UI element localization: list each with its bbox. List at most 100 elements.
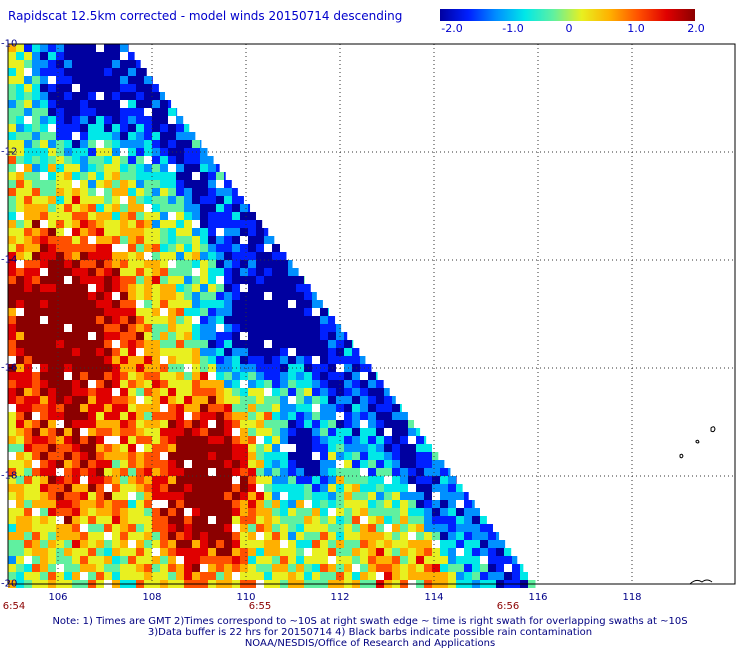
swath-cell: [224, 204, 232, 212]
swath-cell: [248, 508, 256, 516]
swath-cell: [168, 420, 176, 428]
swath-cell: [328, 444, 336, 452]
swath-cell: [8, 60, 16, 68]
swath-cell: [176, 380, 184, 388]
swath-cell: [144, 172, 152, 180]
swath-cell: [120, 220, 128, 228]
swath-cell: [280, 468, 288, 476]
footnote-line: NOAA/NESDIS/Office of Research and Appli…: [244, 638, 496, 649]
swath-cell: [64, 204, 72, 212]
swath-cell: [264, 460, 272, 468]
swath-cell: [72, 332, 80, 340]
swath-cell: [328, 500, 336, 508]
swath-cell: [40, 444, 48, 452]
swath-cell: [184, 372, 192, 380]
swath-cell: [240, 500, 248, 508]
swath-cell: [248, 268, 256, 276]
swath-cell: [152, 268, 160, 276]
swath-cell: [96, 444, 104, 452]
swath-cell: [448, 508, 456, 516]
colorbar-tick: 1.0: [627, 22, 645, 35]
swath-cell: [8, 532, 16, 540]
swath-cell: [216, 492, 224, 500]
swath-cell: [152, 108, 160, 116]
swath-cell: [408, 428, 416, 436]
swath-cell: [320, 484, 328, 492]
swath-cell: [216, 460, 224, 468]
swath-cell: [24, 428, 32, 436]
swath-cell: [384, 404, 392, 412]
swath-cell: [216, 380, 224, 388]
swath-cell: [184, 356, 192, 364]
swath-cell: [272, 572, 280, 580]
swath-cell: [272, 284, 280, 292]
swath-cell: [144, 556, 152, 564]
swath-cell: [176, 420, 184, 428]
swath-cell: [160, 124, 168, 132]
swath-cell: [96, 156, 104, 164]
swath-cell: [16, 140, 24, 148]
swath-cell: [40, 300, 48, 308]
swath-cell: [248, 444, 256, 452]
swath-cell: [64, 540, 72, 548]
swath-cell: [120, 292, 128, 300]
swath-cell: [392, 428, 400, 436]
swath-cell: [16, 332, 24, 340]
swath-cell: [56, 212, 64, 220]
swath-cell: [312, 532, 320, 540]
swath-cell: [120, 116, 128, 124]
swath-cell: [136, 124, 144, 132]
swath-cell: [272, 524, 280, 532]
swath-cell: [376, 452, 384, 460]
swath-cell: [352, 460, 360, 468]
swath-cell: [152, 188, 160, 196]
swath-cell: [16, 492, 24, 500]
swath-cell: [112, 180, 120, 188]
swath-cell: [312, 508, 320, 516]
swath-cell: [64, 436, 72, 444]
swath-cell: [32, 348, 40, 356]
swath-cell: [176, 292, 184, 300]
swath-cell: [152, 220, 160, 228]
swath-cell: [376, 372, 378, 380]
swath-cell: [48, 548, 56, 556]
swath-cell: [56, 92, 64, 100]
swath-cell: [224, 196, 232, 204]
swath-cell: [320, 540, 328, 548]
swath-cell: [248, 324, 256, 332]
swath-cell: [224, 228, 232, 236]
swath-cell: [192, 356, 200, 364]
swath-cell: [472, 524, 480, 532]
swath-cell: [120, 476, 128, 484]
swath-cell: [112, 548, 120, 556]
swath-cell: [80, 388, 88, 396]
swath-cell: [96, 108, 104, 116]
swath-cell: [80, 492, 88, 500]
swath-cell: [456, 484, 463, 492]
swath-cell: [56, 484, 64, 492]
swath-cell: [256, 356, 264, 364]
swath-cell: [208, 476, 216, 484]
swath-cell: [200, 404, 208, 412]
swath-cell: [112, 356, 120, 364]
swath-cell: [104, 316, 112, 324]
swath-cell: [48, 420, 56, 428]
swath-cell: [128, 388, 136, 396]
swath-cell: [280, 420, 288, 428]
swath-cell: [136, 548, 144, 556]
swath-cell: [352, 500, 360, 508]
swath-cell: [296, 308, 304, 316]
swath-cell: [136, 228, 144, 236]
swath-cell: [112, 156, 120, 164]
swath-cell: [288, 372, 296, 380]
swath-cell: [80, 348, 88, 356]
swath-cell: [168, 508, 176, 516]
swath-cell: [72, 484, 80, 492]
swath-cell: [248, 316, 256, 324]
swath-cell: [184, 556, 192, 564]
swath-cell: [80, 108, 88, 116]
swath-cell: [280, 308, 288, 316]
swath-cell: [8, 100, 16, 108]
swath-cell: [328, 332, 336, 340]
swath-cell: [88, 564, 96, 572]
